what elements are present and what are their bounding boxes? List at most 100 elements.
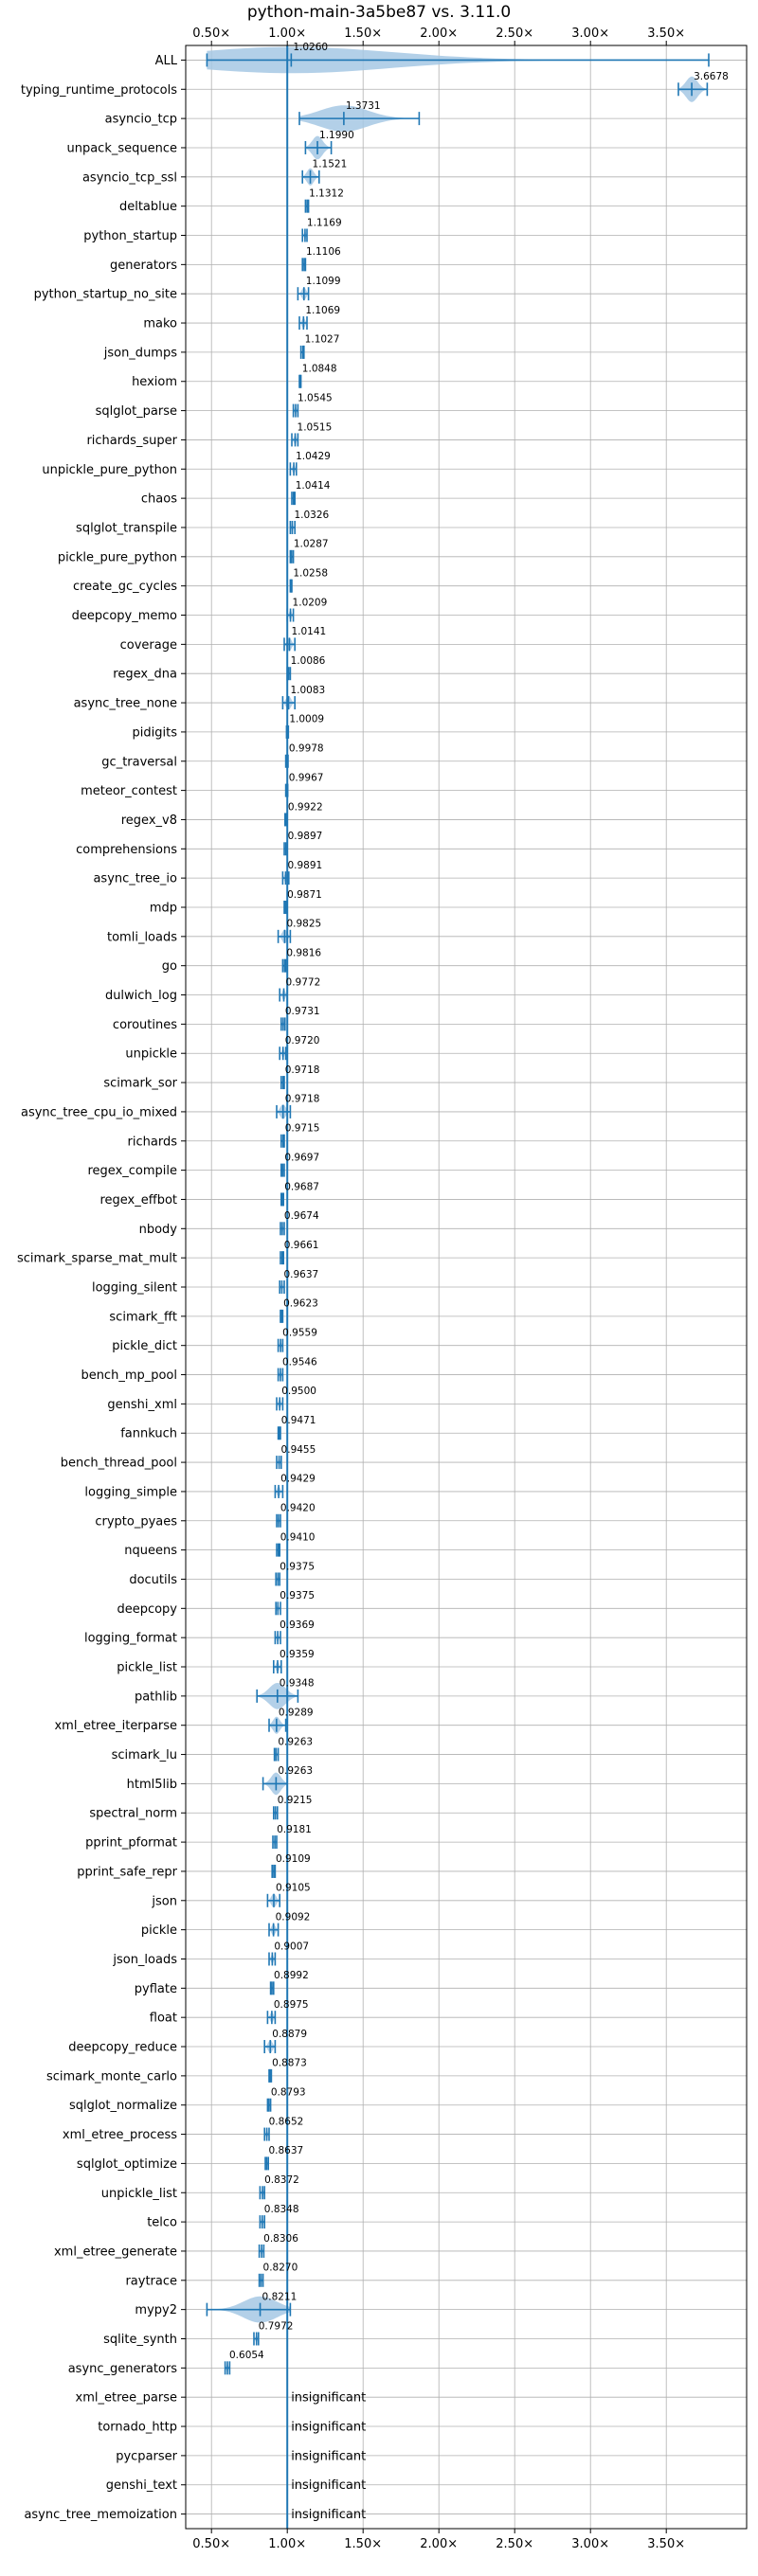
- plot-frame: [185, 45, 748, 2530]
- benchmark-label: pycparser: [116, 2449, 177, 2463]
- median-value-label: 0.9092: [276, 1911, 311, 1923]
- median-value-label: 0.8873: [272, 2058, 307, 2069]
- x-tick-label-bottom: 1.00×: [268, 2537, 306, 2551]
- benchmark-label: logging_silent: [92, 1281, 177, 1296]
- median-value-label: 1.0260: [293, 42, 328, 53]
- median-value-label: 0.9410: [280, 1531, 316, 1543]
- benchmark-label: ALL: [155, 54, 178, 68]
- benchmark-label: sqlite_synth: [103, 2333, 177, 2347]
- violin-layer: [207, 46, 709, 2372]
- benchmark-label: asyncio_tcp: [105, 113, 177, 127]
- benchmark-label: json: [151, 1894, 177, 1908]
- median-value-label: 0.9661: [284, 1240, 319, 1251]
- x-tick-label-bottom: 1.50×: [344, 2537, 382, 2551]
- median-value-label: 1.1521: [313, 159, 348, 170]
- benchmark-label: float: [150, 2012, 177, 2026]
- median-value-label: 0.9420: [280, 1503, 316, 1514]
- benchmark-label: async_tree_none: [74, 697, 177, 711]
- insignificant-label: insignificant: [291, 2421, 366, 2435]
- benchmark-label: docutils: [129, 1573, 177, 1587]
- median-value-label: 0.9348: [280, 1678, 315, 1690]
- median-value-label: 0.9109: [276, 1853, 311, 1865]
- median-value-label: 0.8637: [268, 2145, 303, 2156]
- benchmark-label: gc_traversal: [101, 755, 177, 769]
- benchmark-label: typing_runtime_protocols: [21, 83, 177, 98]
- benchmark-label: async_tree_cpu_io_mixed: [21, 1105, 177, 1119]
- benchmark-label: pprint_safe_repr: [77, 1865, 177, 1879]
- benchmark-label: unpack_sequence: [66, 141, 177, 155]
- benchmark-label: regex_compile: [87, 1164, 177, 1178]
- median-value-label: 1.1069: [305, 305, 340, 316]
- median-value-label: 0.9825: [286, 919, 321, 930]
- benchmark-label: unpickle_pure_python: [42, 463, 177, 477]
- marks-layer: 1.0260 3.6678 1.3731 1.1990 1.1521 1.1312 1.11…: [206, 42, 729, 2522]
- median-value-label: 0.9922: [288, 801, 323, 813]
- median-value-label: 0.8306: [263, 2233, 298, 2245]
- benchmark-label: generators: [110, 259, 177, 273]
- insignificant-label: insignificant: [291, 2508, 366, 2522]
- median-value-label: 0.9718: [285, 1064, 320, 1076]
- axis-layer: 0.50× 0.50× 1.00× 1.00× 1.50× 1.50× 2.00× 2.00×…: [17, 27, 685, 2551]
- benchmark-label: pprint_pformat: [85, 1836, 177, 1851]
- median-value-label: 0.9007: [274, 1941, 309, 1952]
- benchmark-label: spectral_norm: [89, 1807, 177, 1821]
- benchmark-label: telco: [147, 2216, 177, 2230]
- median-value-label: 0.9105: [276, 1883, 311, 1894]
- benchmark-label: scimark_monte_carlo: [46, 2069, 177, 2084]
- benchmark-label: sqlglot_optimize: [77, 2157, 177, 2172]
- median-value-label: 1.1990: [319, 130, 354, 141]
- benchmark-label: async_generators: [68, 2362, 178, 2376]
- median-value-label: 0.9455: [281, 1444, 316, 1456]
- benchmark-label: deepcopy_memo: [72, 609, 177, 623]
- benchmark-label: coverage: [120, 638, 177, 653]
- median-value-label: 0.9359: [280, 1649, 315, 1660]
- median-value-label: 0.9289: [279, 1708, 314, 1719]
- median-value-label: 0.9891: [287, 860, 322, 871]
- benchmark-label: richards: [128, 1135, 178, 1149]
- benchmark-label: mako: [143, 317, 177, 331]
- benchmark-label: python_startup: [83, 229, 177, 243]
- median-value-label: 1.0209: [293, 597, 328, 608]
- benchmark-label: fannkuch: [120, 1427, 177, 1441]
- benchmark-label: logging_format: [84, 1632, 177, 1646]
- insignificant-label: insignificant: [291, 2449, 366, 2463]
- median-value-label: 0.9731: [285, 1006, 320, 1017]
- benchmark-label: scimark_lu: [112, 1748, 177, 1762]
- insignificant-label: insignificant: [291, 2391, 366, 2406]
- median-value-label: 0.8348: [264, 2204, 299, 2215]
- benchmark-label: nqueens: [124, 1544, 177, 1558]
- median-value-label: 0.9967: [289, 772, 324, 783]
- benchmark-label: scimark_sparse_mat_mult: [17, 1252, 177, 1266]
- median-value-label: 1.0086: [291, 655, 326, 667]
- benchmark-label: unpickle: [125, 1047, 177, 1062]
- median-value-label: 1.0326: [294, 510, 329, 521]
- benchmark-label: chaos: [141, 492, 177, 507]
- benchmark-label: nbody: [139, 1223, 178, 1237]
- benchmark-label: xml_etree_parse: [76, 2391, 177, 2406]
- benchmark-label: tomli_loads: [107, 930, 177, 944]
- benchmark-label: regex_dna: [113, 668, 177, 682]
- x-tick-label-top: 2.50×: [496, 27, 533, 41]
- benchmark-label: json_loads: [112, 1953, 177, 1967]
- median-value-label: 1.1099: [306, 276, 341, 287]
- median-value-label: 0.8211: [262, 2291, 298, 2302]
- benchmark-label: sqlglot_parse: [96, 404, 177, 419]
- median-value-label: 0.9375: [280, 1590, 315, 1601]
- x-tick-label-bottom: 2.00×: [420, 2537, 458, 2551]
- median-value-label: 0.9816: [286, 948, 321, 959]
- x-tick-label-bottom: 0.50×: [192, 2537, 230, 2551]
- benchmark-label: pickle_pure_python: [58, 550, 177, 564]
- median-value-label: 0.9375: [280, 1561, 315, 1572]
- median-value-label: 0.8270: [263, 2263, 298, 2274]
- median-value-label: 1.1106: [306, 246, 341, 258]
- benchmark-label: unpickle_list: [101, 2187, 177, 2201]
- benchmark-label: regex_effbot: [99, 1193, 177, 1208]
- median-value-label: 1.1027: [305, 334, 340, 346]
- benchmark-label: coroutines: [113, 1018, 177, 1032]
- median-value-label: 0.9429: [280, 1474, 316, 1485]
- median-value-label: 1.0545: [298, 392, 333, 403]
- median-value-label: 0.8372: [264, 2174, 299, 2186]
- median-value-label: 0.9637: [283, 1269, 318, 1280]
- benchmark-label: sqlglot_transpile: [76, 521, 177, 535]
